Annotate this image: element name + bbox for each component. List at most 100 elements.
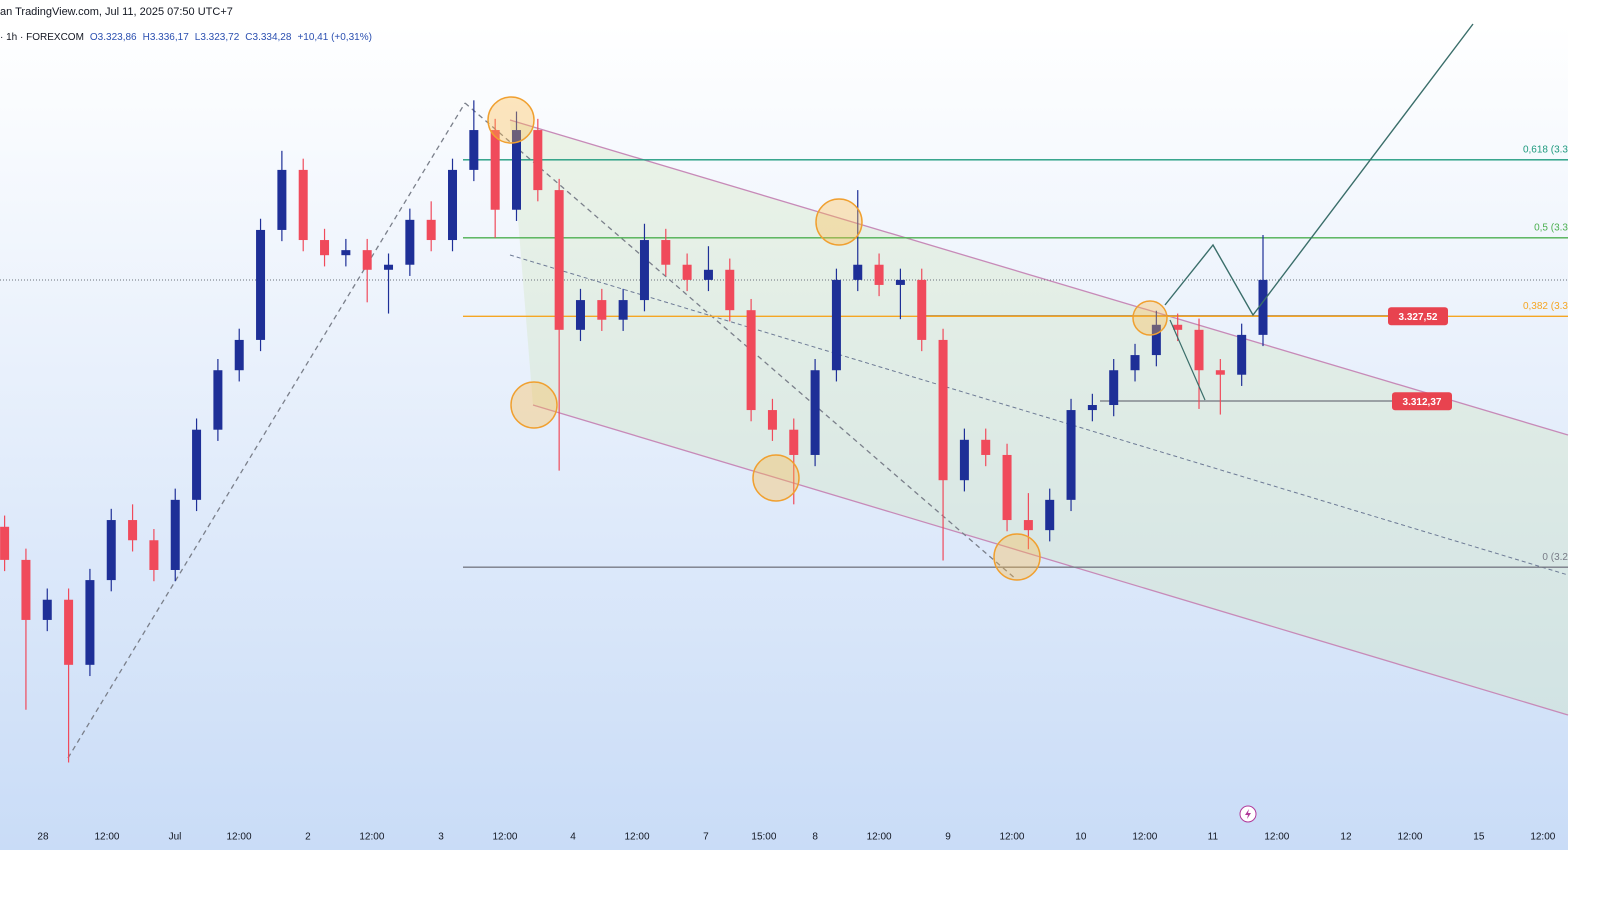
candle-body <box>298 169 308 241</box>
candle-body <box>490 130 500 210</box>
x-tick-label: 12:00 <box>867 832 892 843</box>
candle-body <box>1173 324 1183 330</box>
candle-body <box>895 279 905 285</box>
candle-body <box>42 599 52 620</box>
symbol: · 1h · FOREXCOM <box>0 32 84 43</box>
candle-body <box>64 599 74 665</box>
candle-body <box>554 190 564 330</box>
x-tick-label: 4 <box>570 832 576 843</box>
candle-body <box>789 429 799 455</box>
candle-body <box>597 300 607 320</box>
candle-body <box>405 219 415 265</box>
x-tick-label: 7 <box>703 832 709 843</box>
trend-line <box>67 102 466 759</box>
candle-body <box>1130 355 1140 371</box>
pivot-circle <box>487 96 535 144</box>
candle-body <box>1087 405 1097 411</box>
candle-body <box>1258 279 1268 335</box>
x-tick-label: 12:00 <box>1530 832 1555 843</box>
pivot-circle <box>510 381 558 429</box>
x-tick-label: 12:00 <box>999 832 1024 843</box>
x-tick-label: 28 <box>37 832 49 843</box>
x-tick-label: 12:00 <box>624 832 649 843</box>
pivot-circle <box>752 454 800 502</box>
candle-body <box>320 240 330 256</box>
channel-midline <box>509 254 1569 576</box>
candle-body <box>256 229 266 340</box>
candle-body <box>831 279 841 371</box>
x-tick-label: 3 <box>438 832 444 843</box>
candle-body <box>1237 334 1247 375</box>
price-label-box <box>1388 307 1448 326</box>
x-tick-label: 8 <box>812 832 818 843</box>
candle-body <box>426 219 436 241</box>
candle-body <box>874 264 884 285</box>
projection-arrow <box>1169 319 1206 401</box>
pivot-circle <box>815 198 863 246</box>
candle-body <box>1109 370 1119 406</box>
x-tick-label: 11 <box>1208 832 1219 843</box>
symbol-legend: · 1h · FOREXCOM O3.323,86 H3.336,17 L3.323,… <box>0 32 372 43</box>
x-tick-label: 12 <box>1340 832 1352 843</box>
x-tick-label: 12:00 <box>1264 832 1289 843</box>
fib-level-label: 0 (3.2 <box>1542 552 1568 563</box>
candle-body <box>1194 329 1204 371</box>
plot-background <box>0 24 1568 850</box>
candle-body <box>192 429 202 500</box>
source-line: an TradingView.com, Jul 11, 2025 07:50 U… <box>0 6 233 18</box>
x-tick-label: 12:00 <box>359 832 384 843</box>
candle-body <box>725 269 735 311</box>
candle-body <box>703 269 713 280</box>
candle-body <box>149 540 159 570</box>
price-label: 3.312,37 <box>1403 397 1442 408</box>
candle-body <box>234 339 244 371</box>
trend-line <box>464 102 1018 581</box>
channel-fill <box>510 120 1568 715</box>
x-tick-label: 9 <box>945 832 951 843</box>
candle-body <box>618 300 628 320</box>
x-tick-label: Jul <box>169 832 182 843</box>
candle-body <box>938 339 948 481</box>
candle-body <box>469 130 479 170</box>
candle-body <box>1215 370 1225 375</box>
candle-body <box>384 264 394 270</box>
candle-body <box>767 410 777 430</box>
x-tick-label: 15 <box>1473 832 1485 843</box>
x-tick-label: 15:00 <box>751 832 776 843</box>
channel-line <box>509 119 1569 436</box>
price-label-box <box>1392 392 1452 411</box>
candle-body <box>746 310 756 411</box>
fib-level-label: 0,618 (3.3 <box>1523 144 1568 155</box>
candle-body <box>106 520 116 581</box>
event-icon-bolt <box>1245 809 1251 819</box>
x-tick-label: 12:00 <box>1397 832 1422 843</box>
candle-body <box>448 169 458 241</box>
channel-line <box>532 404 1569 716</box>
candle-body <box>661 240 671 265</box>
pivot-circle <box>1132 300 1168 336</box>
pivot-circle <box>993 533 1041 581</box>
candle-body <box>85 580 95 665</box>
candle-body <box>810 370 820 455</box>
candle-body <box>639 240 649 301</box>
candle-body <box>853 264 863 280</box>
fib-level-label: 0,382 (3.3 <box>1523 301 1568 312</box>
x-tick-label: 12:00 <box>94 832 119 843</box>
candle-body <box>511 130 521 210</box>
ohlc: H3.336,17 <box>143 32 190 43</box>
candle-body <box>533 130 543 191</box>
candle-body <box>1023 520 1033 531</box>
candle-body <box>0 526 10 560</box>
candle-body <box>1045 499 1055 531</box>
candle-body <box>213 370 223 430</box>
x-tick-label: 12:00 <box>1132 832 1157 843</box>
candle-body <box>575 300 585 330</box>
ohlc: +10,41 (+0,31%) <box>297 32 372 43</box>
candle-body <box>21 559 31 620</box>
fib-level-label: 0,5 (3.3 <box>1534 222 1568 233</box>
x-tick-label: 10 <box>1075 832 1087 843</box>
candle-body <box>341 250 351 256</box>
candle-body <box>959 439 969 481</box>
x-tick-label: 2 <box>305 832 311 843</box>
